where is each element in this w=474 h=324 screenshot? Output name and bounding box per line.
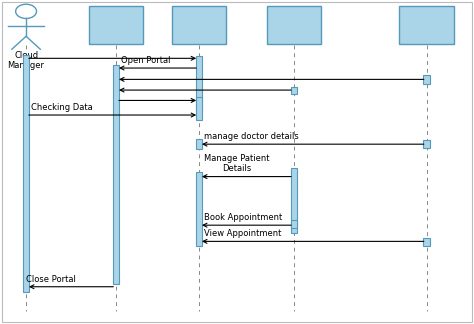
Bar [196, 172, 202, 246]
Bar [423, 238, 430, 246]
Bar [291, 87, 297, 94]
Bar [172, 6, 226, 44]
Bar [266, 6, 321, 44]
Bar [196, 139, 202, 149]
Text: Cloud
Server: Cloud Server [185, 16, 213, 35]
Text: Manage Patient
Details: Manage Patient Details [204, 154, 269, 173]
Text: doctor: doctor [413, 21, 440, 29]
Text: Close Portal: Close Portal [26, 274, 76, 284]
Text: patient: patient [279, 21, 309, 29]
Text: login
success: login success [100, 16, 133, 35]
Bar [291, 168, 297, 233]
Text: Checking Data: Checking Data [31, 103, 92, 112]
Bar [291, 220, 297, 228]
Text: manage doctor details: manage doctor details [204, 132, 299, 141]
Text: Open Portal: Open Portal [121, 56, 170, 65]
Bar [113, 65, 119, 284]
Bar [423, 140, 430, 148]
Bar [423, 75, 430, 84]
Text: Cloud
Manager: Cloud Manager [8, 51, 45, 70]
Bar [399, 6, 454, 44]
Bar [89, 6, 143, 44]
Bar [23, 55, 29, 292]
Bar [196, 56, 202, 110]
Text: Book Appointment: Book Appointment [204, 213, 282, 222]
Bar [196, 97, 202, 120]
Text: View Appointment: View Appointment [204, 229, 281, 238]
